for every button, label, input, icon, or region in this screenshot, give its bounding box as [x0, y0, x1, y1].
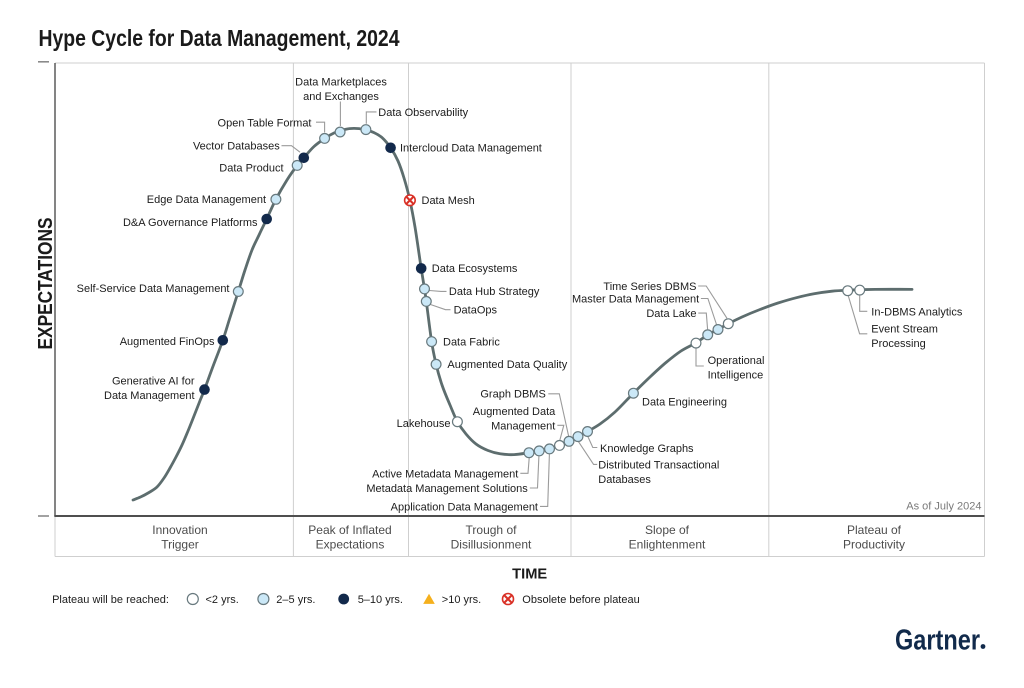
svg-text:Plateau will be reached:: Plateau will be reached:: [52, 594, 169, 606]
svg-text:Data Hub Strategy: Data Hub Strategy: [449, 286, 540, 298]
svg-text:In-DBMS Analytics: In-DBMS Analytics: [871, 306, 963, 318]
svg-text:Expectations: Expectations: [316, 538, 385, 552]
svg-text:Application Data Management: Application Data Management: [391, 502, 538, 514]
svg-text:Augmented FinOps: Augmented FinOps: [120, 336, 215, 348]
svg-text:Data Lake: Data Lake: [646, 308, 696, 320]
svg-text:Active Metadata Management: Active Metadata Management: [372, 469, 518, 481]
svg-text:EXPECTATIONS: EXPECTATIONS: [35, 218, 57, 350]
svg-text:Open Table Format: Open Table Format: [218, 117, 312, 129]
svg-text:Vector Databases: Vector Databases: [193, 141, 280, 153]
svg-text:Graph DBMS: Graph DBMS: [480, 389, 545, 401]
svg-text:5–10 yrs.: 5–10 yrs.: [358, 594, 403, 606]
svg-text:Augmented Data: Augmented Data: [473, 406, 556, 418]
svg-text:Data Product: Data Product: [219, 162, 283, 174]
svg-text:Event Stream: Event Stream: [871, 324, 938, 336]
svg-text:Enlightenment: Enlightenment: [629, 538, 706, 552]
svg-text:As of July 2024: As of July 2024: [906, 501, 981, 513]
svg-text:Productivity: Productivity: [843, 538, 905, 552]
svg-text:Distributed Transactional: Distributed Transactional: [598, 459, 719, 471]
svg-text:Trigger: Trigger: [161, 538, 199, 552]
svg-text:<2 yrs.: <2 yrs.: [206, 594, 239, 606]
svg-text:Intercloud Data Management: Intercloud Data Management: [400, 143, 542, 155]
svg-text:Metadata Management Solutions: Metadata Management Solutions: [366, 483, 528, 495]
svg-text:Data Engineering: Data Engineering: [642, 396, 727, 408]
svg-text:Knowledge Graphs: Knowledge Graphs: [600, 443, 694, 455]
svg-text:TIME: TIME: [512, 566, 547, 582]
svg-text:Processing: Processing: [871, 338, 925, 350]
svg-text:Master Data Management: Master Data Management: [572, 293, 699, 305]
svg-text:D&A Governance Platforms: D&A Governance Platforms: [123, 217, 258, 229]
svg-text:Trough of: Trough of: [466, 523, 518, 537]
svg-text:Time Series DBMS: Time Series DBMS: [603, 281, 696, 293]
svg-text:Data Mesh: Data Mesh: [422, 195, 475, 207]
svg-text:Data Marketplaces: Data Marketplaces: [295, 77, 387, 89]
svg-text:and Exchanges: and Exchanges: [303, 91, 379, 103]
svg-text:Intelligence: Intelligence: [708, 370, 764, 382]
svg-text:Data Fabric: Data Fabric: [443, 336, 500, 348]
svg-text:Lakehouse: Lakehouse: [397, 418, 451, 430]
svg-text:DataOps: DataOps: [454, 305, 498, 317]
svg-text:Management: Management: [491, 421, 555, 433]
svg-text:Generative AI for: Generative AI for: [112, 376, 195, 388]
svg-text:Peak of Inflated: Peak of Inflated: [308, 523, 391, 537]
svg-text:Data Management: Data Management: [104, 390, 195, 402]
svg-text:Operational: Operational: [708, 355, 765, 367]
svg-text:Data Observability: Data Observability: [378, 107, 468, 119]
svg-text:Databases: Databases: [598, 474, 651, 486]
svg-text:Disillusionment: Disillusionment: [451, 538, 532, 552]
svg-text:Obsolete before plateau: Obsolete before plateau: [522, 594, 639, 606]
svg-text:Plateau of: Plateau of: [847, 523, 902, 537]
svg-text:Gartner: Gartner: [895, 625, 980, 657]
svg-text:>10 yrs.: >10 yrs.: [442, 594, 481, 606]
svg-text:Edge Data Management: Edge Data Management: [147, 194, 266, 206]
svg-text:Hype Cycle for Data Management: Hype Cycle for Data Management, 2024: [39, 25, 400, 51]
svg-text:Self-Service Data Management: Self-Service Data Management: [77, 283, 230, 295]
svg-text:Innovation: Innovation: [152, 523, 207, 537]
svg-text:Data Ecosystems: Data Ecosystems: [432, 263, 518, 275]
svg-text:2–5 yrs.: 2–5 yrs.: [276, 594, 315, 606]
svg-text:Slope of: Slope of: [645, 523, 690, 537]
svg-text:Augmented Data Quality: Augmented Data Quality: [447, 359, 567, 371]
